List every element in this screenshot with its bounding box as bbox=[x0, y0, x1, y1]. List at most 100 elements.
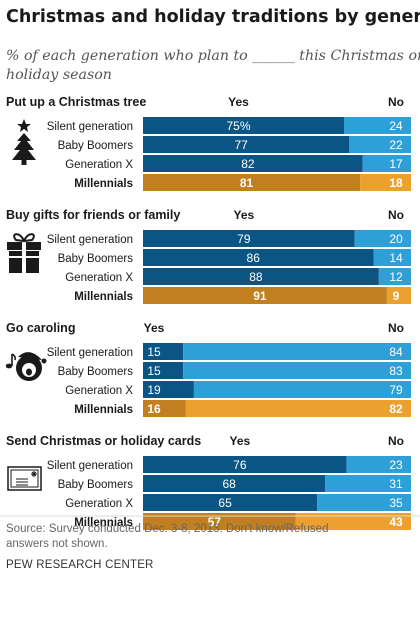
chart-section-3: Go caroling Yes No Silent generation 15 84 Bab… bbox=[5, 321, 411, 417]
bar-yes bbox=[143, 230, 355, 247]
bar-yes bbox=[143, 475, 326, 492]
yes-column-header: Yes bbox=[234, 208, 255, 222]
bar-no-value-label: 14 bbox=[389, 251, 403, 265]
bar-row: Generation X 88 12 bbox=[65, 268, 411, 285]
chart-sections: Put up a Christmas tree Yes No Silent gener… bbox=[5, 95, 411, 530]
section-title: Buy gifts for friends or family bbox=[6, 208, 180, 222]
bar-row: Generation X 19 79 bbox=[65, 381, 411, 398]
bar-no bbox=[344, 117, 411, 134]
bar-no-value-label: 35 bbox=[389, 496, 403, 510]
bar-row: Baby Boomers 77 22 bbox=[58, 136, 411, 153]
bar-row: Millennials 57 43 bbox=[74, 513, 411, 530]
category-label: Silent generation bbox=[47, 347, 133, 359]
bar-row: Generation X 65 35 bbox=[65, 494, 411, 511]
bar-yes bbox=[143, 174, 361, 191]
bar-yes-value-label: 15 bbox=[147, 345, 161, 359]
bar-yes bbox=[143, 268, 379, 285]
category-label: Silent generation bbox=[47, 460, 133, 472]
bar-yes-value-label: 75% bbox=[226, 119, 250, 133]
bar-yes bbox=[143, 343, 184, 360]
bar-no bbox=[362, 155, 411, 172]
bar-row: Silent generation 76 23 bbox=[47, 456, 411, 473]
category-label: Baby Boomers bbox=[58, 366, 134, 378]
category-label: Baby Boomers bbox=[58, 253, 134, 265]
category-label: Baby Boomers bbox=[58, 479, 134, 491]
bar-no-value-label: 23 bbox=[389, 458, 403, 472]
bar-yes-value-label: 57 bbox=[208, 515, 222, 529]
bar-yes-value-label: 16 bbox=[147, 402, 161, 416]
bar-no-value-label: 18 bbox=[389, 176, 403, 190]
bar-no bbox=[325, 475, 411, 492]
bar-yes-value-label: 82 bbox=[241, 157, 255, 171]
bar-yes bbox=[143, 362, 184, 379]
bar-no-value-label: 83 bbox=[389, 364, 403, 378]
bar-yes bbox=[143, 155, 363, 172]
chart-section-4: Send Christmas or holiday cards Yes No Sile… bbox=[6, 434, 411, 530]
yes-column-header: Yes bbox=[228, 95, 249, 109]
bar-row: Silent generation 75% 24 bbox=[47, 117, 411, 134]
no-column-header: No bbox=[388, 434, 404, 448]
gift-icon bbox=[7, 233, 41, 273]
category-label: Millennials bbox=[74, 404, 133, 416]
bar-row: Baby Boomers 68 31 bbox=[58, 475, 411, 492]
bar-yes bbox=[143, 400, 186, 417]
bar-no bbox=[360, 174, 411, 191]
bar-yes-value-label: 15 bbox=[147, 364, 161, 378]
bar-no-value-label: 20 bbox=[389, 232, 403, 246]
source-note-line2: answers not shown. bbox=[6, 538, 108, 550]
bar-row: Generation X 82 17 bbox=[65, 155, 411, 172]
bar-yes bbox=[143, 513, 296, 530]
bar-yes-value-label: 86 bbox=[247, 251, 261, 265]
bar-no bbox=[185, 400, 411, 417]
chart-section-2: Buy gifts for friends or family Yes No Sile… bbox=[6, 208, 411, 304]
category-label: Silent generation bbox=[47, 121, 133, 133]
section-title: Go caroling bbox=[6, 321, 75, 335]
bar-row: Millennials 81 18 bbox=[74, 174, 411, 191]
chart-subtitle-line1: % of each generation who plan to ______ … bbox=[6, 48, 420, 64]
chart-title: Christmas and holiday traditions by gene… bbox=[6, 7, 420, 27]
bar-no bbox=[183, 343, 411, 360]
bar-no bbox=[378, 268, 411, 285]
bar-no bbox=[354, 230, 411, 247]
category-label: Millennials bbox=[74, 291, 133, 303]
bar-no bbox=[373, 249, 411, 266]
bar-row: Millennials 91 9 bbox=[74, 287, 411, 304]
bar-yes-value-label: 19 bbox=[147, 383, 161, 397]
category-label: Generation X bbox=[65, 498, 133, 510]
yes-column-header: Yes bbox=[229, 434, 250, 448]
category-label: Baby Boomers bbox=[58, 140, 134, 152]
category-label: Silent generation bbox=[47, 234, 133, 246]
bar-no-value-label: 43 bbox=[389, 515, 403, 529]
no-column-header: No bbox=[388, 95, 404, 109]
bar-no bbox=[346, 456, 411, 473]
christmas-tree-icon bbox=[12, 119, 36, 165]
bar-yes-value-label: 77 bbox=[235, 138, 249, 152]
bar-yes-value-label: 68 bbox=[222, 477, 236, 491]
bar-no-value-label: 12 bbox=[389, 270, 403, 284]
section-title: Put up a Christmas tree bbox=[6, 95, 146, 109]
yes-column-header: Yes bbox=[144, 321, 165, 335]
bar-row: Baby Boomers 86 14 bbox=[58, 249, 411, 266]
chart-section-1: Put up a Christmas tree Yes No Silent gener… bbox=[6, 95, 411, 191]
bar-yes bbox=[143, 136, 350, 153]
bar-no bbox=[183, 362, 411, 379]
bar-no-value-label: 22 bbox=[389, 138, 403, 152]
bar-yes bbox=[143, 287, 387, 304]
card-envelope-icon bbox=[7, 466, 42, 491]
bar-no-value-label: 24 bbox=[389, 119, 403, 133]
credit-label: PEW RESEARCH CENTER bbox=[6, 559, 154, 571]
bar-yes-value-label: 79 bbox=[237, 232, 251, 246]
no-column-header: No bbox=[388, 208, 404, 222]
bar-row: Baby Boomers 15 83 bbox=[58, 362, 411, 379]
bar-yes bbox=[143, 381, 194, 398]
bar-yes bbox=[143, 456, 347, 473]
category-label: Generation X bbox=[65, 385, 133, 397]
bar-yes bbox=[143, 249, 374, 266]
bar-no-value-label: 79 bbox=[389, 383, 403, 397]
section-title: Send Christmas or holiday cards bbox=[6, 434, 201, 448]
bar-no bbox=[317, 494, 411, 511]
bar-row: Silent generation 15 84 bbox=[47, 343, 411, 360]
bar-no-value-label: 84 bbox=[389, 345, 403, 359]
bar-no bbox=[349, 136, 411, 153]
